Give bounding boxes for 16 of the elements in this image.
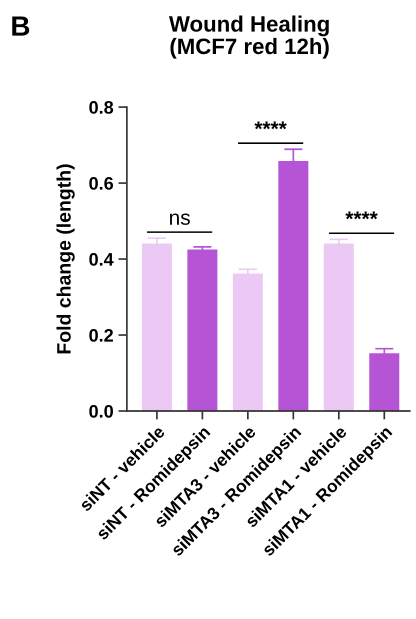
annotation: **** <box>345 212 378 220</box>
y-tick-label: 0.4 <box>89 252 114 266</box>
chart-title: Wound Healing (MCF7 red 12h) <box>168 15 329 59</box>
bar <box>187 250 218 412</box>
bar <box>324 243 354 412</box>
y-tick-label: 0.0 <box>89 404 113 418</box>
annotation: ns <box>170 214 190 225</box>
text: B <box>12 16 30 36</box>
y-axis-title: Fold change (length) <box>56 164 75 354</box>
annotation: **** <box>254 121 287 130</box>
bar <box>232 273 263 412</box>
bar <box>142 243 172 412</box>
y-tick-label: 0.8 <box>89 101 114 114</box>
bar <box>369 353 400 412</box>
y-tick-label: 0.2 <box>89 328 113 342</box>
y-tick-label: 0.6 <box>89 177 114 190</box>
